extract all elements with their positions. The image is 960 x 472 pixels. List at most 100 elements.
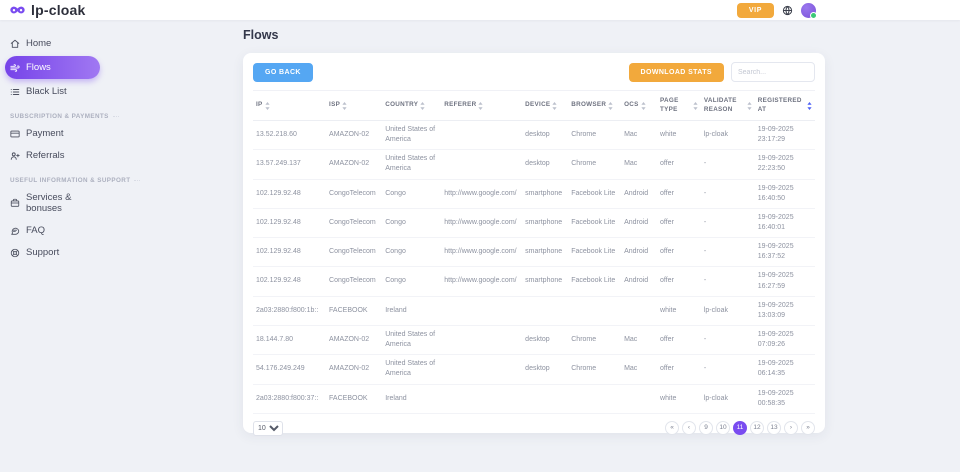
page-title: Flows (243, 28, 279, 42)
vip-button[interactable]: VIP (736, 2, 774, 18)
sort-icon[interactable] (478, 101, 484, 110)
cell-device: smartphone (522, 208, 569, 239)
cell-registered-at: 19-09-2025 16:37:52 (754, 237, 815, 268)
sort-icon[interactable] (608, 101, 613, 110)
column-header-ip[interactable]: IP (253, 90, 327, 121)
pagination-next[interactable]: › (784, 421, 798, 436)
sidebar-item-faq[interactable]: FAQ (0, 220, 105, 241)
sidebar-item-label: Black List (26, 86, 67, 97)
cell-registered-at: 19-09-2025 00:58:35 (754, 384, 815, 414)
column-header-validate-reason[interactable]: VALIDATE REASON (700, 90, 755, 121)
pagination-last[interactable]: » (801, 421, 815, 436)
pagination-prev[interactable]: ‹ (682, 421, 696, 436)
column-header-isp[interactable]: ISP (326, 90, 383, 121)
user-avatar[interactable] (801, 2, 817, 19)
cell-validate-reason: - (700, 179, 755, 209)
cell-registered-at: 19-09-2025 16:27:59 (754, 266, 815, 297)
cell-validate-reason: - (700, 354, 755, 385)
sort-icon[interactable] (747, 101, 752, 110)
pagination-page-9[interactable]: 9 (699, 421, 713, 436)
cell-referer (441, 120, 523, 151)
dotted-divider (134, 180, 141, 181)
sidebar-item-referrals[interactable]: Referrals (0, 145, 105, 166)
cell-validate-reason: - (700, 208, 755, 239)
cell-ip: 2a03:2880:f800:1b:: (253, 296, 327, 326)
cell-device (522, 296, 569, 326)
sort-icon[interactable] (420, 101, 425, 110)
column-header-page-type[interactable]: PAGE TYPE (657, 90, 701, 121)
cell-isp: AMAZON-02 (326, 354, 383, 385)
sidebar-item-home[interactable]: Home (0, 33, 105, 54)
sidebar-item-services-bonuses[interactable]: Services & bonuses (0, 187, 105, 219)
cell-isp: CongoTelecom (326, 237, 383, 268)
app-logo[interactable]: lp-cloak (9, 2, 86, 19)
cell-isp: AMAZON-02 (326, 325, 383, 356)
cell-referer: http://www.google.com/ (441, 266, 523, 297)
column-header-ocs[interactable]: OCS (621, 90, 658, 121)
cell-validate-reason: - (700, 325, 755, 356)
pagination-page-12[interactable]: 12 (750, 421, 764, 436)
cell-device: smartphone (522, 237, 569, 268)
cell-referer (441, 354, 523, 385)
cell-country: Ireland (382, 296, 442, 326)
cell-ocs: Android (621, 179, 658, 209)
pagination-page-10[interactable]: 10 (716, 421, 730, 436)
faq-icon (10, 226, 20, 236)
flows-icon (10, 63, 20, 73)
flows-table-body: 13.52.218.60 AMAZON-02 United States of Am… (253, 120, 815, 414)
cell-ip: 102.129.92.48 (253, 266, 327, 297)
table-row: 2a03:2880:f800:1b:: FACEBOOK Ireland white l… (253, 296, 815, 326)
go-back-button[interactable]: GO BACK (253, 62, 313, 82)
search-input[interactable] (731, 62, 815, 82)
cell-page-type: offer (657, 325, 701, 356)
language-globe-icon[interactable] (782, 5, 793, 16)
sort-icon[interactable] (693, 101, 698, 110)
pagination-page-13[interactable]: 13 (767, 421, 781, 436)
card-toolbar: GO BACK DOWNLOAD STATS (253, 62, 815, 82)
pagination-page-11[interactable]: 11 (733, 421, 747, 436)
sort-icon[interactable] (807, 101, 812, 110)
sidebar-item-black-list[interactable]: Black List (0, 81, 105, 102)
cell-page-type: offer (657, 237, 701, 268)
dotted-divider (112, 116, 119, 117)
download-stats-button[interactable]: DOWNLOAD STATS (628, 62, 724, 82)
sort-icon[interactable] (342, 101, 347, 110)
pagination-first[interactable]: « (665, 421, 679, 436)
cell-country: Congo (382, 237, 442, 268)
column-label: PAGE TYPE (660, 97, 679, 113)
pagination: «‹ 9 10 11 12 13 ›» (665, 421, 815, 436)
sidebar-item-support[interactable]: Support (0, 242, 105, 263)
column-label: REFERER (444, 101, 477, 109)
column-header-browser[interactable]: BROWSER (568, 90, 622, 121)
cell-browser (568, 384, 622, 414)
cell-registered-at: 19-09-2025 13:03:09 (754, 296, 815, 326)
column-header-registered-at[interactable]: REGISTERED AT (754, 90, 815, 121)
sidebar-item-payment[interactable]: Payment (0, 123, 105, 144)
sidebar-item-label: Referrals (26, 150, 65, 161)
cell-browser: Chrome (568, 354, 622, 385)
flows-table-head: IP ISP COUNTRY REFERER DEVICE BROWSER OCS PAGE … (253, 90, 815, 121)
cell-browser: Chrome (568, 120, 622, 151)
sort-icon[interactable] (552, 101, 558, 110)
sort-icon[interactable] (264, 101, 270, 110)
cell-browser: Facebook Lite (568, 179, 622, 209)
column-header-country[interactable]: COUNTRY (382, 90, 442, 121)
sidebar-item-flows[interactable]: Flows (5, 56, 100, 79)
cell-registered-at: 19-09-2025 22:23:50 (754, 149, 815, 180)
column-header-referer[interactable]: REFERER (441, 90, 523, 121)
cell-browser: Facebook Lite (568, 208, 622, 239)
cell-browser: Facebook Lite (568, 237, 622, 268)
cell-ip: 2a03:2880:f800:37:: (253, 384, 327, 414)
cell-validate-reason: - (700, 266, 755, 297)
column-header-device[interactable]: DEVICE (522, 90, 569, 121)
card-footer: 10 «‹ 9 10 11 12 13 ›» (253, 414, 815, 436)
page-size-select[interactable]: 10 (253, 420, 283, 436)
column-label: REGISTERED AT (757, 97, 802, 113)
cell-country: United States of America (382, 149, 442, 180)
support-icon (10, 248, 20, 258)
cell-isp: CongoTelecom (326, 208, 383, 239)
cell-ip: 102.129.92.48 (253, 179, 327, 209)
sort-icon[interactable] (641, 101, 646, 110)
cell-validate-reason: - (700, 237, 755, 268)
cell-country: Congo (382, 266, 442, 297)
